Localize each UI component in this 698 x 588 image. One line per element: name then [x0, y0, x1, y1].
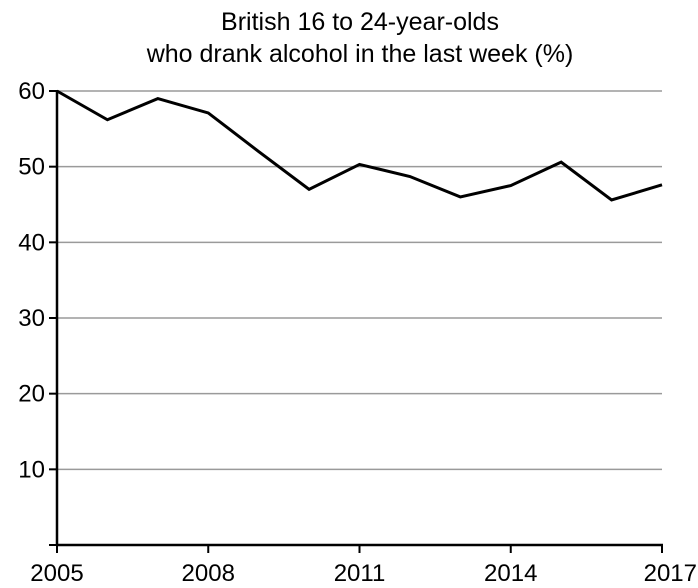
y-tick-label-10: 10	[18, 456, 45, 483]
tick-labels: 10 20 30 40 50 60 2005 2008 2011 2014 2017	[18, 78, 697, 587]
x-tick-label-2017: 2017	[644, 560, 697, 587]
series-lines	[56, 89, 663, 202]
chart-title-line-2: who drank alcohol in the last week (%)	[146, 40, 574, 68]
grid-lines	[57, 90, 662, 471]
y-tick-label-40: 40	[18, 229, 45, 256]
x-tick-label-2014: 2014	[484, 560, 537, 587]
x-tick-label-2005: 2005	[30, 560, 83, 587]
series-line-1	[56, 89, 663, 202]
y-tick-label-30: 30	[18, 305, 45, 332]
y-tick-label-20: 20	[18, 381, 45, 408]
y-tick-label-60: 60	[18, 78, 45, 105]
x-tick-label-2011: 2011	[334, 560, 386, 587]
y-tick-label-50: 50	[18, 154, 45, 181]
x-tick-label-2008: 2008	[182, 560, 235, 587]
chart-title-line-1: British 16 to 24-year-olds	[221, 8, 499, 36]
axes	[49, 90, 663, 553]
